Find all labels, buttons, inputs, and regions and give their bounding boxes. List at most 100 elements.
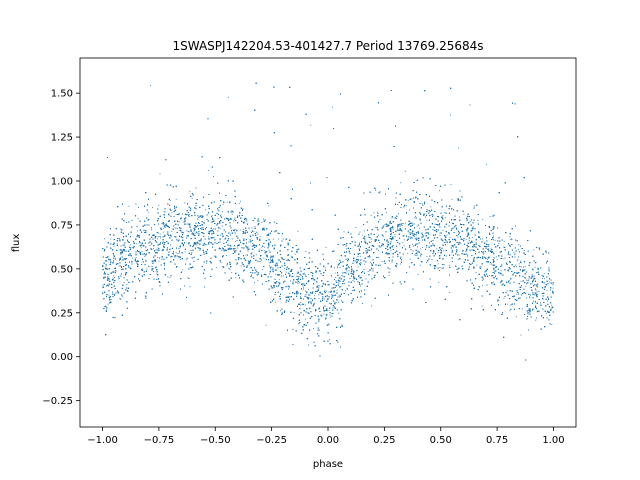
data-point <box>472 226 474 228</box>
data-point <box>200 227 202 229</box>
data-point <box>106 285 107 287</box>
data-point <box>439 232 441 234</box>
data-point <box>289 293 291 294</box>
data-point <box>126 284 128 286</box>
data-point <box>251 252 253 254</box>
data-point <box>360 285 361 287</box>
data-point <box>104 238 106 240</box>
data-point <box>206 244 208 246</box>
data-point <box>160 237 162 239</box>
data-point <box>304 304 306 306</box>
data-point <box>378 250 379 252</box>
data-point <box>443 250 445 252</box>
data-point <box>224 231 226 233</box>
data-point <box>217 218 219 220</box>
data-point <box>411 243 413 245</box>
scatter-points <box>102 82 554 361</box>
data-point <box>514 298 516 300</box>
data-point <box>207 236 209 238</box>
data-point <box>119 260 121 262</box>
data-point <box>339 267 341 268</box>
data-point <box>185 223 187 225</box>
data-point <box>418 238 420 240</box>
data-point <box>521 308 523 310</box>
data-point <box>486 164 487 166</box>
data-point <box>140 247 142 249</box>
data-point <box>473 205 475 207</box>
data-point <box>159 173 161 175</box>
data-point <box>188 224 190 226</box>
data-point <box>336 289 338 291</box>
data-point <box>461 239 463 240</box>
data-point <box>546 290 548 292</box>
data-point <box>509 236 511 237</box>
data-point <box>178 252 180 254</box>
data-point <box>518 249 520 250</box>
data-point <box>188 214 190 215</box>
data-point <box>206 262 208 264</box>
data-point <box>122 239 124 241</box>
data-point <box>388 274 390 276</box>
data-point <box>332 106 333 108</box>
data-point <box>482 285 484 287</box>
data-point <box>389 260 391 262</box>
data-point <box>157 247 159 249</box>
data-point <box>255 254 257 256</box>
data-point <box>314 295 316 297</box>
data-point <box>445 217 447 219</box>
data-point <box>381 261 383 262</box>
data-point <box>310 124 312 126</box>
data-point <box>107 303 109 305</box>
data-point <box>439 235 441 237</box>
data-point <box>340 286 342 288</box>
data-point <box>526 297 527 299</box>
data-point <box>294 253 296 255</box>
data-point <box>191 197 193 199</box>
data-point <box>449 292 451 293</box>
data-point <box>264 246 266 248</box>
data-point <box>324 298 326 300</box>
data-point <box>229 269 231 271</box>
data-point <box>140 228 142 230</box>
data-point <box>231 210 233 212</box>
data-point <box>195 242 197 244</box>
data-point <box>371 305 373 307</box>
data-point <box>169 277 171 278</box>
data-point <box>254 225 256 227</box>
data-point <box>271 299 273 301</box>
data-point <box>513 252 515 254</box>
data-point <box>234 241 236 243</box>
data-point <box>524 250 525 251</box>
data-point <box>220 262 222 264</box>
data-point <box>231 233 233 234</box>
data-point <box>542 278 544 279</box>
data-point <box>344 282 346 284</box>
data-point <box>449 237 451 239</box>
data-point <box>487 258 488 260</box>
data-point <box>300 302 302 304</box>
data-point <box>133 247 135 249</box>
data-point <box>451 198 453 200</box>
data-point <box>425 246 427 248</box>
data-point <box>194 232 196 234</box>
data-point <box>195 226 197 228</box>
data-point <box>400 256 402 258</box>
data-point <box>442 229 444 231</box>
data-point <box>438 281 440 283</box>
data-point <box>457 236 459 238</box>
data-point <box>416 225 418 227</box>
data-point <box>527 310 529 312</box>
data-point <box>157 236 159 238</box>
data-point <box>167 276 169 278</box>
data-point <box>405 205 407 207</box>
data-point <box>363 263 365 265</box>
data-point <box>204 209 206 211</box>
data-point <box>184 202 186 204</box>
data-point <box>328 324 330 326</box>
data-point <box>245 254 247 256</box>
data-point <box>282 275 284 277</box>
data-point <box>457 259 459 260</box>
data-point <box>203 244 205 246</box>
data-point <box>458 232 460 233</box>
data-point <box>127 251 129 252</box>
